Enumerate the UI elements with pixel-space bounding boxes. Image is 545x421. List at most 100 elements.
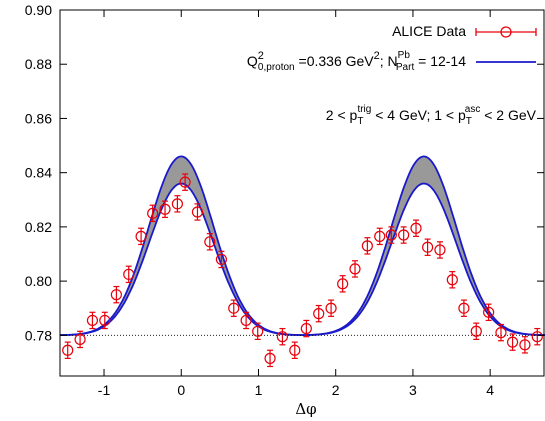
- data-marker: [179, 176, 191, 188]
- data-point: [313, 304, 325, 323]
- data-point: [458, 299, 470, 317]
- x-tick-label: 3: [409, 382, 417, 398]
- data-point: [483, 303, 495, 322]
- data-point: [446, 271, 458, 289]
- data-point: [179, 173, 191, 191]
- data-marker: [374, 230, 386, 242]
- data-marker: [289, 344, 301, 356]
- data-point: [385, 226, 397, 244]
- plot-area: [59, 155, 545, 368]
- data-point: [325, 299, 337, 317]
- data-marker: [215, 253, 228, 266]
- data-marker: [446, 274, 458, 286]
- data-point: [361, 237, 373, 255]
- data-point: [86, 311, 99, 330]
- model-upper-line: [60, 155, 545, 336]
- legend-label-model: Q2 0,proton =0.336 GeV2; NPb Part = 12-14: [247, 50, 466, 73]
- data-point: [159, 200, 171, 218]
- data-point: [349, 260, 361, 278]
- data-marker: [204, 236, 216, 248]
- y-tick-label: 0.82: [25, 219, 52, 235]
- data-marker: [531, 331, 543, 343]
- data-marker: [123, 268, 135, 280]
- y-tick-label: 0.80: [25, 273, 52, 289]
- model-lower-line: [59, 182, 545, 337]
- data-marker: [337, 278, 349, 290]
- data-point: [147, 204, 159, 223]
- data-marker: [86, 314, 99, 327]
- data-marker: [398, 229, 410, 241]
- data-marker: [252, 325, 264, 337]
- data-point: [252, 322, 264, 340]
- data-point: [191, 203, 204, 221]
- data-marker: [135, 230, 147, 242]
- data-marker: [264, 352, 276, 364]
- data-marker: [519, 339, 531, 351]
- data-point: [506, 333, 519, 351]
- data-marker: [74, 333, 86, 345]
- data-marker: [325, 302, 337, 314]
- data-point: [398, 226, 410, 244]
- y-tick-label: 0.88: [25, 56, 52, 72]
- data-point: [410, 219, 422, 237]
- data-point: [171, 195, 183, 213]
- model-band: [60, 156, 545, 336]
- data-point: [337, 275, 349, 293]
- data-point: [204, 233, 216, 251]
- data-point: [240, 311, 252, 330]
- data-point: [215, 250, 228, 269]
- plot-frame: [59, 9, 545, 377]
- y-tick-label: 0.78: [25, 327, 52, 343]
- data-marker: [228, 302, 240, 314]
- data-marker: [422, 241, 434, 253]
- data-point: [276, 327, 289, 346]
- data-marker: [240, 314, 252, 327]
- data-point: [300, 319, 312, 338]
- data-point: [123, 265, 135, 284]
- data-marker: [385, 229, 397, 241]
- axes: 0.78 0.80 0.82 0.84 0.86 0.88 0.90 -1 0 1 2 3 4: [25, 2, 545, 398]
- data-point: [422, 238, 434, 256]
- data-point: [470, 322, 482, 340]
- x-tick-label: -1: [98, 382, 111, 398]
- data-marker: [470, 325, 482, 337]
- data-point: [495, 323, 507, 342]
- data-marker: [410, 222, 422, 234]
- data-marker: [147, 207, 159, 219]
- data-marker: [361, 240, 373, 252]
- y-tick-label: 0.90: [25, 2, 52, 18]
- data-point: [434, 241, 446, 259]
- kinematic-annotation: 2 < pTtrig < 4 GeV; 1 < pTasc < 2 GeV: [326, 104, 537, 127]
- data-marker: [159, 203, 171, 215]
- data-marker: [458, 302, 470, 314]
- data-point: [135, 227, 147, 246]
- data-marker: [300, 322, 312, 335]
- data-point: [289, 341, 301, 359]
- data-marker: [483, 306, 495, 318]
- data-marker: [276, 331, 289, 343]
- data-marker: [495, 327, 507, 339]
- data-point: [110, 285, 122, 304]
- data-marker: [99, 314, 111, 327]
- x-tick-label: 2: [332, 382, 340, 398]
- data-marker: [191, 206, 204, 218]
- data-point: [62, 341, 74, 359]
- data-point: [99, 311, 111, 330]
- data-marker: [434, 244, 446, 256]
- data-point: [74, 330, 86, 349]
- data-point: [228, 299, 240, 317]
- data-marker: [62, 344, 74, 356]
- legend-label-alice: ALICE Data: [392, 23, 466, 39]
- data-point: [374, 227, 386, 246]
- data-marker: [506, 336, 519, 348]
- data-marker: [349, 263, 361, 275]
- data-marker: [171, 198, 183, 210]
- legend-marker-alice: [475, 26, 537, 38]
- x-axis-label: Δφ: [295, 400, 316, 418]
- data-point: [531, 327, 543, 346]
- legend: ALICE Data Q2 0,proton =0.336 GeV2; NPb Pa…: [247, 23, 537, 73]
- data-marker: [313, 308, 325, 320]
- data-marker: [110, 289, 122, 301]
- data-point: [519, 336, 531, 354]
